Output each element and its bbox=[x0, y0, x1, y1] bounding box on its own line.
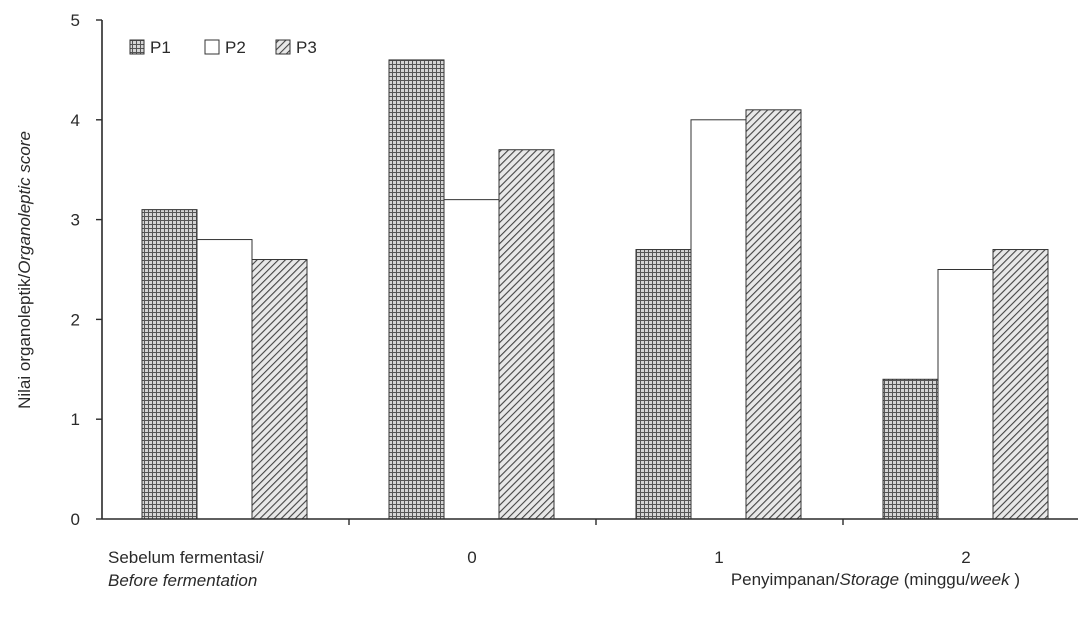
x-axis-title-plain-2: (minggu/ bbox=[899, 570, 970, 589]
legend-swatch-p1 bbox=[129, 39, 145, 55]
legend-label-p2: P2 bbox=[225, 38, 246, 57]
legend-label-p1: P1 bbox=[150, 38, 171, 57]
legend-swatch-p2 bbox=[204, 39, 220, 55]
y-tick-label-3: 3 bbox=[71, 211, 80, 230]
bar-p1-3 bbox=[882, 378, 939, 520]
bar-p3-3 bbox=[992, 249, 1049, 520]
bar-p3-2 bbox=[745, 109, 802, 520]
y-tick-label-1: 1 bbox=[71, 410, 80, 429]
legend: P1 P2 P3 bbox=[129, 38, 317, 57]
bar-p1-1 bbox=[388, 59, 445, 520]
plot-area: 0 1 2 3 4 5 Sebelum fermentasi/Before fermenta… bbox=[71, 11, 1078, 590]
x-axis-title-italic-1: Storage bbox=[840, 570, 900, 589]
category-label-0-0: Sebelum fermentasi/ bbox=[108, 548, 264, 567]
x-axis-title-plain-1: Penyimpanan/ bbox=[731, 570, 840, 589]
bar-p1-2 bbox=[635, 249, 692, 520]
bar-p2-3 bbox=[937, 269, 994, 520]
y-tick-label-2: 2 bbox=[71, 310, 80, 329]
bar-p3-0 bbox=[251, 259, 308, 520]
category-label-2-0: 1 bbox=[714, 548, 723, 567]
x-axis-title-italic-2: week bbox=[970, 570, 1011, 589]
y-tick-label-0: 0 bbox=[71, 510, 80, 529]
bar-p2-2 bbox=[690, 119, 747, 520]
y-axis-title-plain: Nilai organoleptik/ bbox=[15, 274, 34, 409]
bar-p2-1 bbox=[443, 199, 500, 520]
x-axis-title: Penyimpanan/Storage (minggu/week ) bbox=[731, 570, 1020, 589]
bar-p1-0 bbox=[141, 209, 198, 520]
y-axis-title: Nilai organoleptik/Organoleptic score bbox=[15, 131, 34, 409]
bar-p3-1 bbox=[498, 149, 555, 520]
category-label-3-0: 2 bbox=[961, 548, 970, 567]
bar-p2-0 bbox=[196, 239, 253, 520]
category-label-0-1: Before fermentation bbox=[108, 571, 257, 590]
legend-swatch-p3 bbox=[275, 39, 291, 55]
y-tick-label-5: 5 bbox=[71, 11, 80, 30]
x-axis-title-plain-3: ) bbox=[1010, 570, 1020, 589]
y-axis-title-italic: Organoleptic score bbox=[15, 131, 34, 274]
legend-label-p3: P3 bbox=[296, 38, 317, 57]
category-label-1-0: 0 bbox=[467, 548, 476, 567]
y-tick-label-4: 4 bbox=[71, 111, 80, 130]
